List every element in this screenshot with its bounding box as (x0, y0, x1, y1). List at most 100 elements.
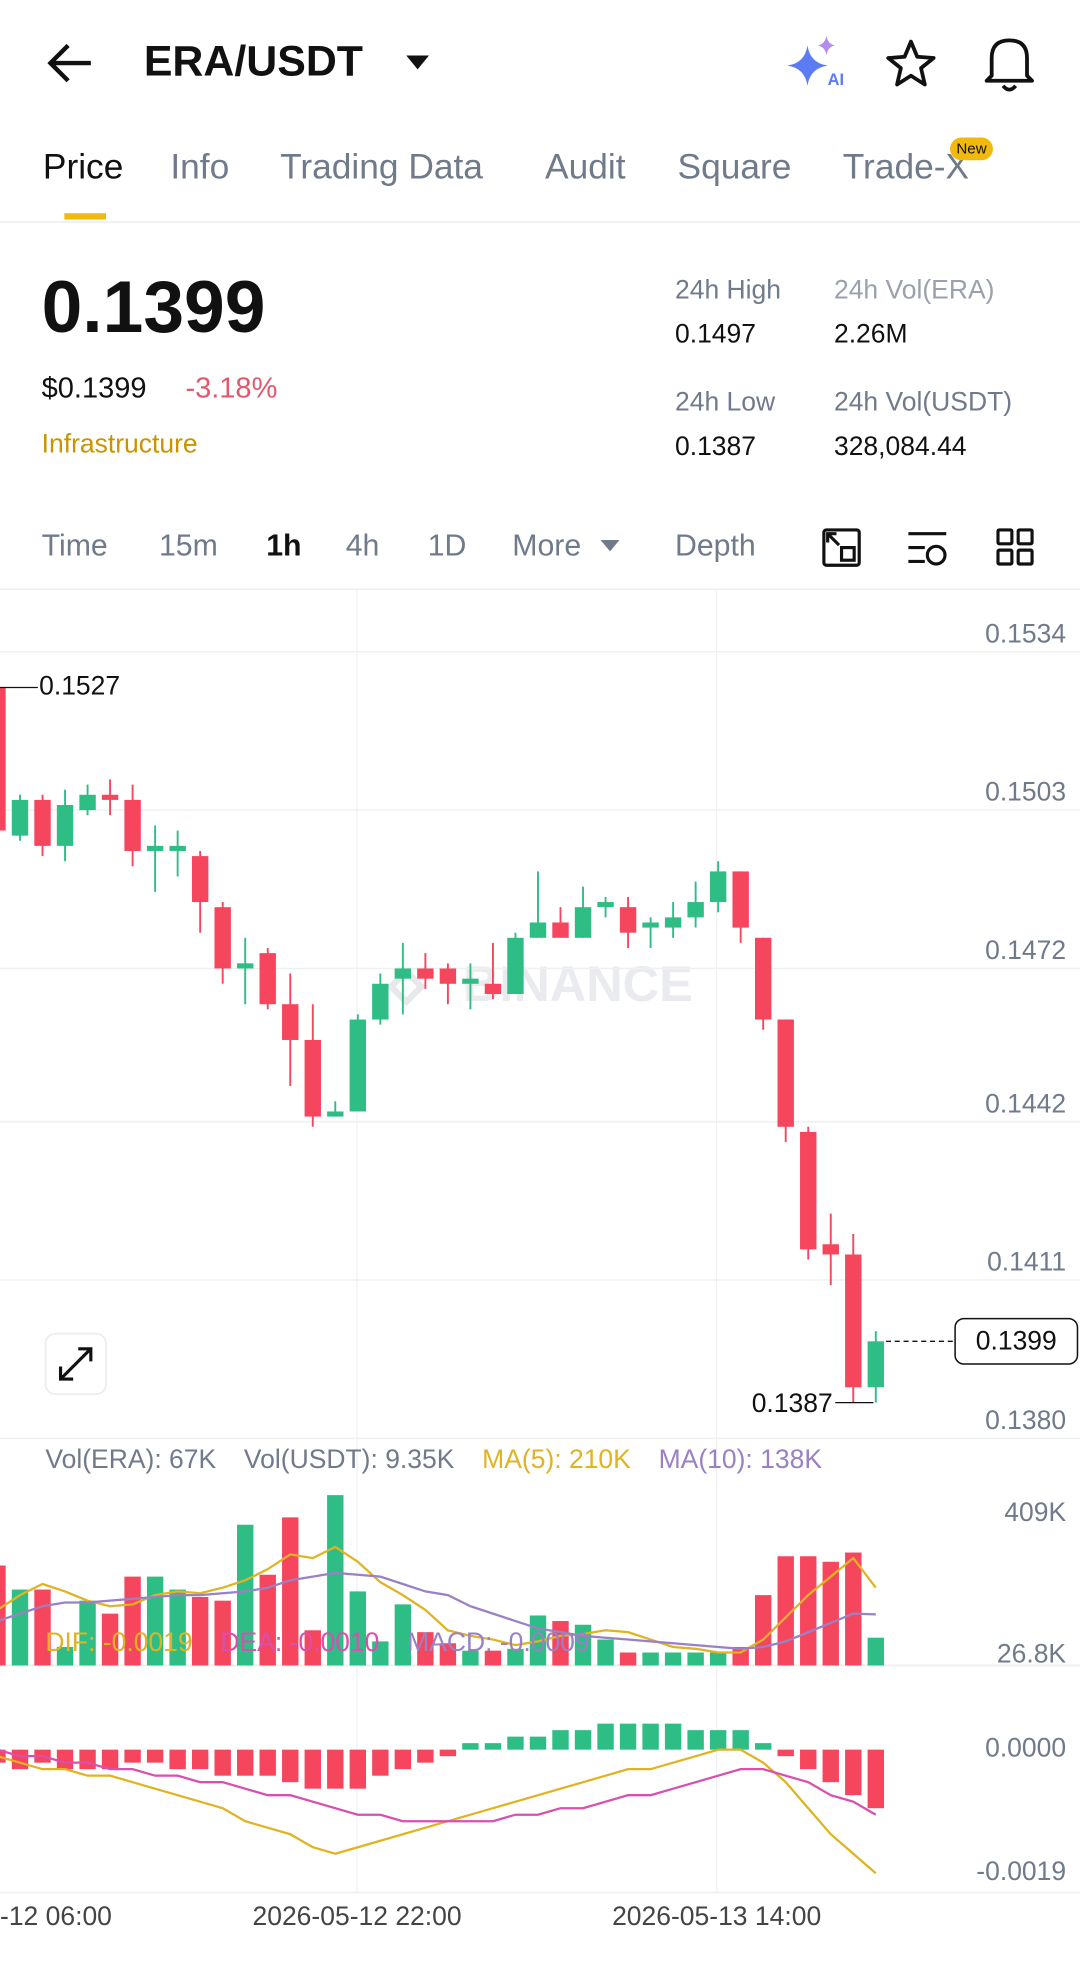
bar (845, 1552, 862, 1666)
new-badge (950, 137, 993, 161)
bar (372, 1641, 389, 1666)
bar (709, 1652, 727, 1666)
expand-button[interactable] (44, 1332, 107, 1396)
candle-body (507, 937, 524, 994)
layout-tool[interactable] (996, 528, 1034, 566)
bar (394, 1604, 412, 1666)
candle-body (664, 917, 682, 928)
bar (867, 1749, 884, 1809)
stat-label: 24h Low (675, 387, 776, 417)
stat-value: 0.1387 (675, 431, 756, 461)
bar (664, 1652, 682, 1666)
bar (79, 1600, 96, 1666)
sector-tag[interactable]: Infrastructure (42, 428, 198, 458)
y-tick-label: 0.1534 (985, 618, 1066, 648)
bar (237, 1524, 254, 1666)
tab-indicator (64, 213, 106, 220)
price-change: -3.18% (185, 373, 277, 405)
candle-body (597, 902, 614, 908)
usd-price: $0.1399 (42, 373, 147, 405)
candle-body (372, 983, 389, 1020)
bar (867, 1637, 884, 1666)
bar (777, 1556, 794, 1666)
candle-body (56, 805, 74, 846)
candle-body (304, 1039, 321, 1117)
candle-body (439, 968, 457, 984)
bar (101, 1613, 119, 1666)
y-tick-label: 0.1503 (985, 777, 1066, 807)
interval[interactable]: 15m (159, 530, 218, 563)
bar (56, 1749, 74, 1770)
interval[interactable]: 1h (266, 530, 301, 563)
bar (439, 1643, 457, 1666)
tab[interactable]: Price (43, 147, 123, 186)
candle-body (619, 907, 637, 933)
candle-body (237, 963, 254, 969)
indicator-tool[interactable] (908, 532, 947, 566)
bar (732, 1730, 749, 1750)
favorite-button[interactable] (886, 39, 936, 87)
bar (507, 1648, 524, 1666)
bar (597, 1723, 614, 1750)
legend-entry: Vol(USDT): 9.35K (244, 1444, 455, 1474)
y-tick-label: 0.1442 (985, 1088, 1066, 1118)
bar (619, 1723, 637, 1750)
bar (191, 1596, 209, 1666)
bar (439, 1749, 457, 1757)
candle-body (146, 845, 164, 851)
tab[interactable]: Trading Data (280, 147, 483, 186)
last-price-box (954, 1317, 1079, 1365)
ai-button[interactable]: AI (787, 35, 844, 89)
candle-body (214, 907, 231, 969)
bar (642, 1723, 659, 1750)
interval[interactable]: Time (42, 530, 108, 563)
y-tick-label: 0.1411 (987, 1247, 1066, 1277)
tab[interactable]: Trade-X (843, 147, 969, 186)
bar (146, 1749, 164, 1763)
time-label: 2026-05-12 22:00 (253, 1901, 462, 1931)
bar (777, 1749, 794, 1757)
bar (417, 1632, 434, 1666)
interval[interactable]: More (512, 530, 581, 563)
time-label: -12 06:00 (0, 1901, 112, 1931)
legend-entry: MA(10): 138K (659, 1444, 823, 1474)
stat-label: 24h High (675, 274, 781, 304)
bar (687, 1730, 704, 1750)
pair-dropdown[interactable] (406, 55, 429, 70)
tab[interactable]: Audit (545, 147, 626, 186)
bar (259, 1574, 276, 1666)
candle-body (777, 1019, 794, 1127)
tab[interactable]: Info (170, 147, 229, 186)
candle-body (709, 871, 727, 903)
last-price: 0.1399 (42, 266, 266, 348)
bar (101, 1749, 119, 1770)
back-button[interactable] (47, 43, 91, 83)
pair-title[interactable]: ERA/USDT (144, 38, 363, 86)
notification-button[interactable] (984, 38, 1034, 92)
bar (56, 1646, 74, 1666)
bar (169, 1749, 186, 1770)
tab[interactable]: Square (678, 147, 792, 186)
svg-text:AI: AI (828, 71, 844, 89)
bar (822, 1561, 839, 1666)
y-tick-label: 26.8K (997, 1639, 1067, 1669)
interval[interactable]: Depth (675, 530, 756, 563)
indicator-line (0, 1545, 877, 1654)
bar (11, 1749, 29, 1770)
chart-tool[interactable] (822, 528, 861, 567)
legend-entry: DEA: -0.0010 (220, 1627, 379, 1657)
candle-body (101, 794, 119, 800)
bar (552, 1730, 569, 1750)
candle-body (462, 978, 479, 984)
candle-body (282, 1004, 299, 1040)
more-caret[interactable] (600, 540, 620, 552)
bar (0, 1565, 6, 1666)
bar (191, 1749, 209, 1770)
bar (462, 1650, 479, 1666)
bar (304, 1630, 321, 1666)
interval[interactable]: 4h (346, 530, 380, 563)
candle-body (259, 953, 276, 1005)
bar (529, 1736, 547, 1750)
interval[interactable]: 1D (428, 530, 467, 563)
